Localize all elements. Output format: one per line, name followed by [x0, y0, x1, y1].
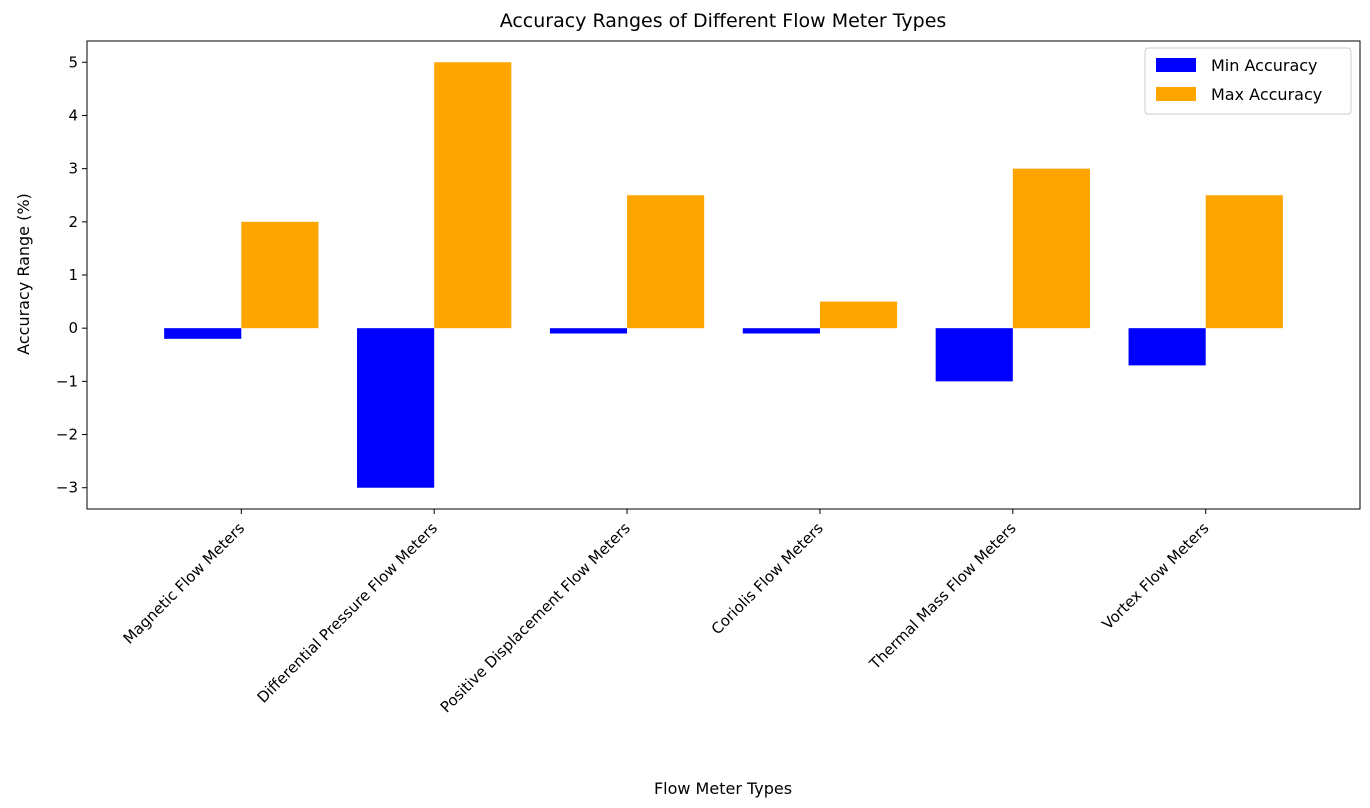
y-tick-label: 2 — [68, 213, 78, 231]
x-axis-ticks: Magnetic Flow Meters Differential Pressur… — [120, 509, 1213, 716]
y-axis-label: Accuracy Range (%) — [14, 193, 33, 355]
y-tick-label: 3 — [68, 160, 78, 178]
y-tick-label: 5 — [68, 53, 78, 71]
x-tick-label: Coriolis Flow Meters — [708, 519, 827, 638]
plot-frame — [86, 40, 1361, 510]
bar-max-accuracy-2 — [627, 195, 705, 329]
y-axis-ticks: −3 −2 −1 0 1 2 3 4 5 — [56, 53, 87, 497]
chart-title: Accuracy Ranges of Different Flow Meter … — [500, 10, 947, 32]
bar-min-accuracy-3 — [742, 328, 820, 334]
x-tick-label: Positive Displacement Flow Meters — [437, 519, 634, 716]
bar-min-accuracy-1 — [357, 328, 435, 488]
y-tick-label: −1 — [56, 372, 78, 390]
x-tick-label: Thermal Mass Flow Meters — [865, 519, 1020, 674]
bar-max-accuracy-3 — [819, 301, 898, 329]
x-axis-label: Flow Meter Types — [654, 779, 792, 798]
bar-max-accuracy-0 — [241, 221, 319, 329]
bar-max-accuracy-4 — [1012, 168, 1090, 329]
bars-group — [164, 62, 1283, 488]
bar-max-accuracy-1 — [434, 62, 512, 329]
bar-min-accuracy-0 — [164, 328, 242, 339]
bar-min-accuracy-4 — [935, 328, 1013, 382]
x-tick-label: Differential Pressure Flow Meters — [254, 519, 442, 707]
legend-label-1: Max Accuracy — [1211, 85, 1322, 104]
y-tick-label: 0 — [68, 319, 78, 337]
legend-label-0: Min Accuracy — [1211, 56, 1318, 75]
y-tick-label: 1 — [68, 266, 78, 284]
bar-max-accuracy-5 — [1205, 195, 1283, 329]
legend-swatch-0 — [1156, 58, 1196, 72]
y-tick-label: 4 — [68, 106, 78, 124]
bar-min-accuracy-5 — [1128, 328, 1206, 366]
legend: Min Accuracy Max Accuracy — [1144, 47, 1352, 115]
y-tick-label: −2 — [56, 426, 78, 444]
legend-swatch-1 — [1156, 87, 1196, 101]
y-tick-label: −3 — [56, 479, 78, 497]
x-tick-label: Magnetic Flow Meters — [120, 519, 249, 648]
bar-min-accuracy-2 — [549, 328, 628, 334]
legend-box — [1144, 47, 1352, 115]
x-tick-label: Vortex Flow Meters — [1099, 519, 1213, 633]
